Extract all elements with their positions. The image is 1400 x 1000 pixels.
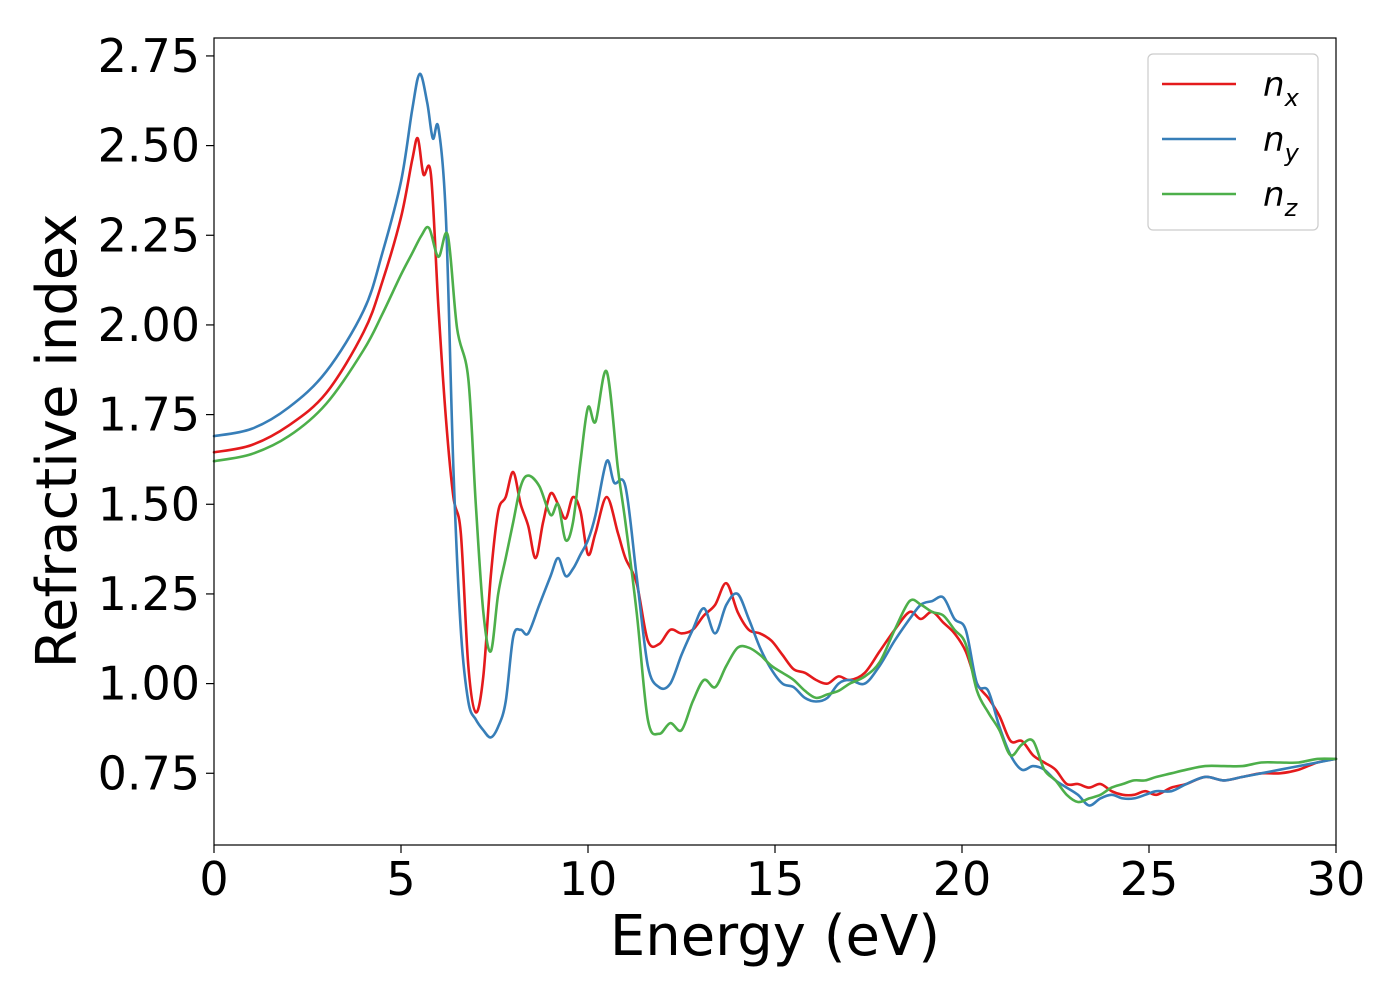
y-tick-label: 1.75 xyxy=(98,388,200,442)
series-layer xyxy=(212,72,1338,807)
legend-box xyxy=(1147,53,1319,231)
y-tick-label: 2.75 xyxy=(98,29,200,83)
series-line-n-y xyxy=(212,72,1338,807)
x-tick-label: 0 xyxy=(199,852,228,906)
y-tick-label: 2.00 xyxy=(98,298,200,352)
series-line-n-z xyxy=(212,225,1338,804)
x-tick-label: 15 xyxy=(746,852,805,906)
y-axis-title: Refractive index xyxy=(25,214,90,669)
x-tick-label: 10 xyxy=(559,852,618,906)
x-tick-label: 20 xyxy=(933,852,992,906)
x-axis-ticks: 0 5 10 15 20 25 30 xyxy=(199,845,1365,906)
x-axis-title: Energy (eV) xyxy=(610,904,940,969)
y-tick-label: 2.50 xyxy=(98,119,200,173)
y-tick-label: 1.25 xyxy=(98,567,200,621)
x-tick-label: 25 xyxy=(1120,852,1179,906)
y-tick-label: 0.75 xyxy=(98,746,200,800)
y-tick-label: 1.00 xyxy=(98,657,200,711)
x-tick-label: 30 xyxy=(1307,852,1366,906)
series-line-n-x xyxy=(212,136,1338,797)
y-axis-ticks: 0.75 1.00 1.25 1.50 1.75 2.00 2.25 2.50 2.75 xyxy=(98,29,214,800)
x-tick-label: 5 xyxy=(386,852,415,906)
y-tick-label: 1.50 xyxy=(98,477,200,531)
y-tick-label: 2.25 xyxy=(98,208,200,262)
